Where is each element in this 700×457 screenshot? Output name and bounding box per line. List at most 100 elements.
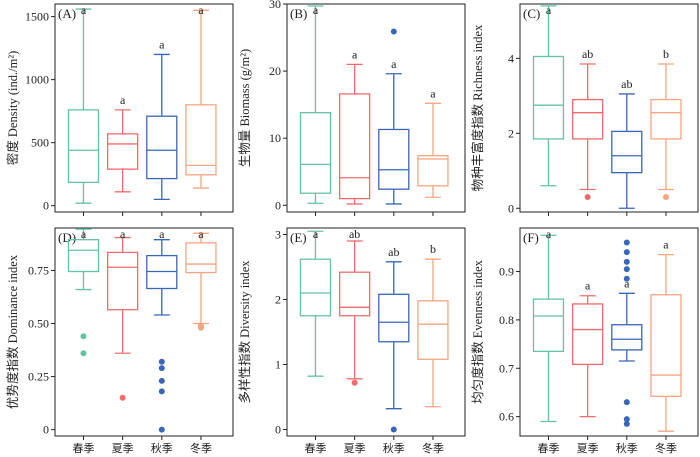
outlier-point [80, 350, 87, 357]
box-4: a [650, 238, 682, 432]
outlier-point [623, 416, 630, 423]
y-axis-label: 优势度指数 Dominance index [5, 254, 20, 409]
box-1: a [299, 3, 332, 204]
y-tick-label: 0 [275, 423, 281, 437]
box-iqr [571, 303, 604, 366]
outlier-point [158, 358, 165, 365]
box-iqr [378, 293, 410, 343]
outlier-point [158, 388, 165, 395]
significance-letter: a [352, 47, 358, 61]
y-tick-label: 0.7 [499, 361, 514, 375]
outlier-point [390, 28, 397, 35]
box-iqr [185, 242, 217, 274]
box-iqr [532, 55, 565, 140]
y-tick-label: 0 [43, 423, 49, 437]
outlier-point [390, 426, 397, 433]
category-label-cn: 冬季 [190, 441, 212, 455]
significance-letter: a [120, 93, 126, 107]
category-label-cn: 春季 [537, 442, 559, 455]
box-iqr [650, 98, 682, 140]
significance-letter: ab [582, 47, 593, 61]
chart-panel-3: 0 2 4 物种丰富度指数 Richness index (C) a ab ab b [470, 3, 699, 216]
outlier-point [584, 194, 591, 201]
significance-letter: a [159, 37, 165, 51]
y-axis-label: 生物量 Biomass (g/m²) [238, 49, 252, 167]
significance-letter: a [198, 3, 204, 17]
box-3: ab [378, 245, 410, 433]
panel-tag: (F) [523, 230, 539, 245]
box-3: a [611, 239, 643, 427]
outlier-point [197, 324, 204, 331]
panel-frame [519, 3, 699, 213]
panel-tag: (B) [290, 6, 307, 21]
significance-letter: a [585, 279, 591, 293]
box-iqr [611, 324, 643, 351]
y-axis-label: 物种丰富度指数 Richness index [470, 24, 485, 191]
significance-letter: a [120, 227, 126, 241]
category-label-cn: 夏季 [112, 442, 134, 455]
significance-letter: a [313, 3, 319, 17]
box-3: a [146, 37, 178, 201]
y-tick-label: 0 [43, 199, 49, 213]
box-1: a [532, 3, 565, 187]
outlier-point [158, 365, 165, 372]
box-2: ab [571, 47, 604, 201]
chart-panel-2: 0 10 20 30 生物量 Biomass (g/m²) (B) a a a a [238, 0, 466, 216]
box-iqr [378, 128, 410, 190]
y-tick-label: 0 [508, 201, 514, 215]
significance-letter: a [430, 86, 436, 100]
outlier-point [623, 399, 630, 406]
category-label-cn: 冬季 [655, 441, 677, 455]
significance-letter: b [663, 47, 669, 61]
box-4: b [417, 242, 449, 408]
y-tick-label: 0.50 [28, 317, 49, 331]
y-tick-label: 30 [269, 0, 281, 11]
box-iqr [532, 298, 565, 352]
y-tick-label: 2 [508, 126, 514, 140]
box-iqr [650, 294, 682, 397]
significance-letter: a [313, 227, 319, 241]
outlier-point [623, 266, 630, 273]
y-tick-label: 20 [269, 64, 281, 78]
box-2: ab [338, 227, 371, 386]
box-iqr [299, 258, 332, 317]
y-tick-label: 0.75 [28, 263, 49, 277]
panel-tag: (C) [523, 6, 540, 21]
box-iqr [106, 251, 139, 311]
outlier-point [623, 249, 630, 256]
box-3: a [378, 28, 410, 205]
box-3: a [146, 227, 178, 433]
box-iqr [146, 115, 178, 180]
box-iqr [417, 300, 449, 360]
y-tick-label: 1500 [25, 10, 49, 24]
y-tick-label: 0.9 [499, 265, 514, 279]
y-tick-label: 1 [275, 358, 281, 372]
outlier-point [623, 239, 630, 246]
category-label-cn: 夏季 [344, 442, 366, 455]
category-label-cn: 春季 [304, 442, 326, 455]
significance-letter: a [81, 227, 87, 241]
outlier-point [623, 275, 630, 282]
significance-letter: a [391, 57, 397, 71]
outlier-point [158, 377, 165, 384]
significance-letter: a [624, 276, 630, 290]
significance-letter: a [198, 227, 204, 241]
box-4: a [185, 3, 217, 189]
box-4: b [650, 47, 682, 201]
y-tick-label: 500 [31, 136, 49, 150]
y-tick-label: 1000 [25, 73, 49, 87]
significance-letter: ab [621, 77, 632, 91]
outlier-point [80, 333, 87, 340]
box-iqr [185, 104, 217, 176]
chart-panel-1: 0 500 1000 1500 密度 Density (ind./m²) (A) a a a a [5, 3, 234, 216]
box-iqr [611, 130, 643, 174]
significance-letter: a [81, 3, 87, 17]
box-iqr [338, 271, 371, 317]
significance-letter: ab [349, 227, 360, 241]
significance-letter: a [546, 3, 552, 17]
y-tick-label: 3 [275, 228, 281, 242]
box-2: a [106, 227, 139, 401]
box-4: a [417, 86, 449, 198]
y-tick-label: 4 [508, 51, 514, 65]
